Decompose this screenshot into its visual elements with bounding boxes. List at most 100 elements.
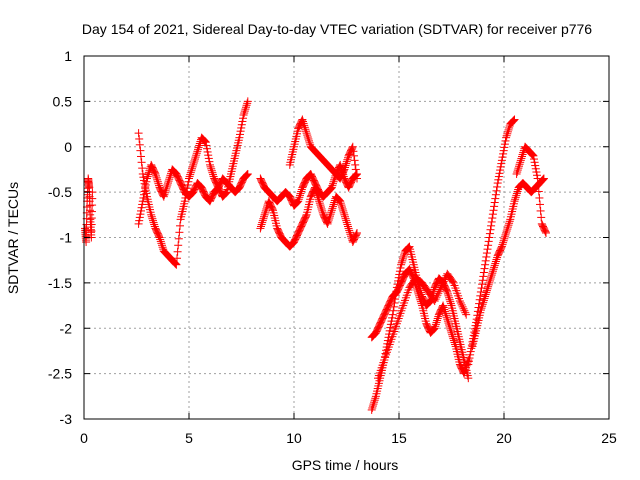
- data-point: [533, 174, 542, 183]
- x-tick-labels: 0 5 10 15 20 25: [80, 430, 617, 446]
- data-point: [488, 269, 497, 278]
- data-point: [462, 361, 471, 370]
- data-point: [539, 175, 548, 184]
- data-point: [502, 228, 511, 237]
- data-point: [417, 299, 426, 308]
- axis-ticks: [83, 55, 610, 420]
- data-point: [140, 187, 149, 196]
- data-point: [444, 319, 453, 328]
- data-point: [431, 295, 440, 304]
- data-point: [447, 328, 456, 337]
- data-point: [330, 198, 339, 207]
- data-point: [538, 175, 547, 184]
- data-point: [141, 184, 150, 193]
- data-point: [392, 288, 401, 297]
- data-point: [510, 115, 519, 124]
- y-tick-label: 1: [64, 48, 72, 64]
- data-point: [481, 290, 490, 299]
- data-point: [531, 161, 540, 170]
- data-point: [153, 175, 162, 184]
- data-point: [137, 152, 145, 161]
- data-point: [350, 156, 359, 165]
- data-point: [353, 228, 361, 237]
- data-point: [318, 208, 327, 217]
- data-point: [294, 197, 303, 206]
- data-point: [448, 277, 457, 286]
- data-point: [329, 200, 338, 209]
- data-point: [485, 278, 494, 287]
- data-point: [204, 154, 213, 163]
- data-point: [443, 287, 452, 296]
- data-point: [327, 208, 336, 217]
- data-point: [487, 221, 496, 230]
- data-point: [400, 251, 409, 260]
- data-point: [437, 283, 445, 292]
- y-tick-label: -2: [60, 320, 73, 336]
- data-point: [416, 297, 425, 306]
- data-point: [329, 179, 337, 188]
- data-point: [139, 193, 148, 202]
- data-point: [150, 222, 159, 231]
- data-point: [137, 203, 146, 212]
- data-points: [81, 97, 550, 414]
- data-point: [237, 120, 246, 129]
- data-point: [415, 293, 424, 302]
- data-point: [297, 185, 306, 194]
- data-point: [323, 219, 332, 228]
- data-point: [434, 289, 443, 298]
- data-point: [155, 181, 163, 190]
- data-point: [429, 325, 438, 334]
- data-point: [236, 127, 245, 136]
- data-point: [302, 212, 310, 221]
- data-point: [466, 347, 475, 356]
- data-point: [476, 306, 485, 315]
- data-point: [339, 166, 348, 175]
- data-point: [327, 183, 336, 192]
- data-point: [136, 210, 145, 219]
- data-point: [327, 206, 336, 215]
- data-point: [193, 147, 202, 156]
- data-point: [187, 166, 196, 175]
- data-point: [500, 232, 509, 241]
- data-point: [149, 216, 157, 225]
- data-point: [518, 150, 527, 159]
- data-point: [481, 292, 490, 301]
- data-point: [478, 302, 487, 311]
- data-point: [237, 123, 246, 132]
- data-point: [490, 202, 499, 211]
- data-point: [242, 101, 251, 110]
- data-point: [162, 184, 171, 193]
- data-point: [243, 99, 252, 108]
- data-point: [161, 188, 169, 197]
- data-point: [326, 184, 335, 193]
- data-point: [434, 312, 443, 321]
- data-point: [493, 253, 502, 262]
- data-point: [324, 215, 333, 224]
- data-point: [329, 202, 337, 211]
- data-point: [492, 255, 501, 264]
- data-point: [502, 131, 511, 140]
- data-point: [370, 398, 379, 407]
- data-point: [477, 284, 486, 293]
- data-point: [259, 214, 268, 223]
- data-point: [164, 177, 173, 186]
- data-point: [315, 199, 324, 208]
- data-point: [221, 190, 229, 199]
- data-point: [397, 260, 406, 269]
- data-point: [442, 286, 451, 295]
- x-tick-label: 0: [80, 430, 88, 446]
- data-point: [338, 204, 347, 213]
- data-point: [304, 134, 313, 143]
- data-point: [519, 148, 528, 157]
- data-point: [502, 133, 511, 142]
- data-point: [451, 340, 460, 349]
- data-point: [481, 256, 490, 265]
- data-point: [439, 277, 448, 286]
- data-point: [242, 171, 251, 180]
- data-point: [173, 254, 181, 263]
- data-point: [257, 222, 265, 231]
- data-point: [352, 169, 361, 178]
- data-point: [152, 173, 161, 182]
- data-point: [183, 180, 192, 189]
- data-point: [485, 233, 494, 242]
